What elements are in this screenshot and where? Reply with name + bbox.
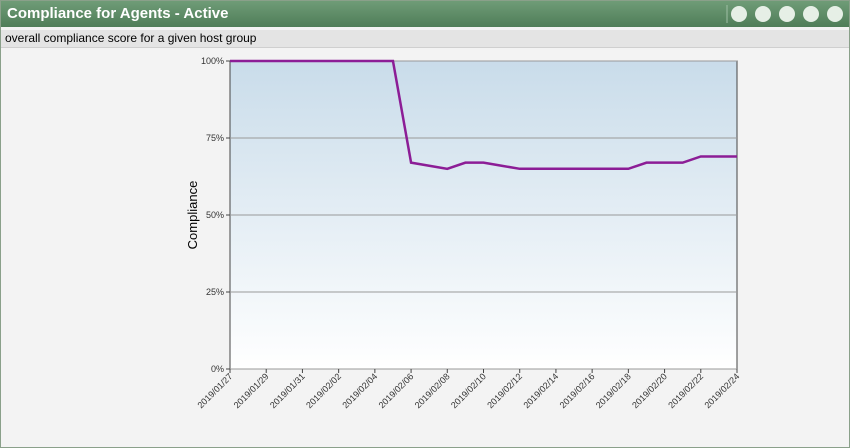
y-axis-label: Compliance [185,181,200,250]
x-tick-label: 2019/02/06 [377,371,416,410]
y-tick-label: 0% [211,364,224,374]
x-tick-label: 2019/01/29 [232,371,271,410]
line-series [230,59,737,171]
x-tick-label: 2019/02/18 [594,371,633,410]
y-tick-label: 25% [206,287,224,297]
x-tick-label: 2019/02/10 [449,371,488,410]
help-icon[interactable] [803,6,819,22]
y-tick-label: 100% [201,56,224,66]
subtitle: overall compliance score for a given hos… [1,30,849,48]
chart-icon[interactable] [731,6,747,22]
x-tick-label: 2019/02/04 [340,371,379,410]
x-tick-label: 2019/02/14 [521,371,560,410]
x-tick-label: 2019/02/20 [630,371,669,410]
export-icon[interactable] [779,6,795,22]
x-tick-label: 2019/02/02 [304,371,343,410]
x-tick-label: 2019/01/27 [195,371,234,410]
toolbar [726,5,843,23]
y-tick-label: 50% [206,210,224,220]
x-tick-label: 2019/02/22 [666,371,705,410]
x-tick-label: 2019/02/08 [413,371,452,410]
x-tick-label: 2019/01/31 [268,371,307,410]
table-icon[interactable] [755,6,771,22]
collapse-icon[interactable] [827,6,843,22]
panel-title: Compliance for Agents - Active [1,1,849,27]
x-tick-label: 2019/02/16 [558,371,597,410]
y-tick-label: 75% [206,133,224,143]
x-tick-label: 2019/02/12 [485,371,524,410]
x-tick-label: 2019/02/24 [702,371,741,410]
